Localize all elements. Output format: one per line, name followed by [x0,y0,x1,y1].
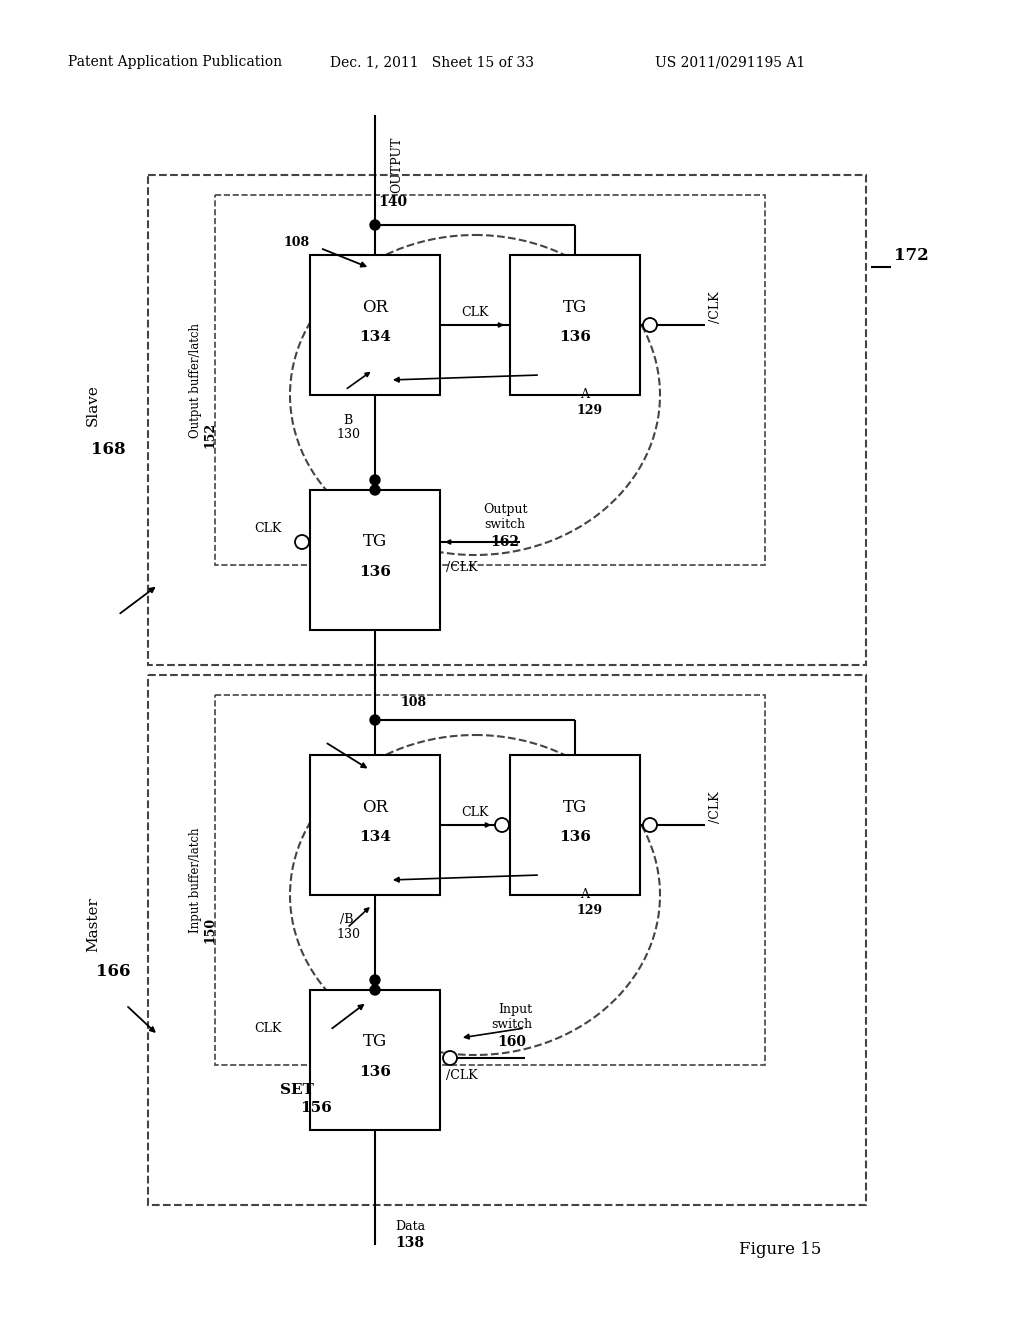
Text: A: A [581,388,590,401]
Bar [148,675,866,1205]
Text: 138: 138 [395,1236,424,1250]
Text: TG: TG [563,799,587,816]
Text: OUTPUT: OUTPUT [390,137,403,193]
Text: Patent Application Publication: Patent Application Publication [68,55,282,69]
Text: /CLK: /CLK [446,561,478,574]
Bar [310,255,440,395]
Text: 108: 108 [400,696,426,709]
Text: A: A [581,888,590,902]
Circle shape [370,220,380,230]
Text: 129: 129 [577,404,603,417]
Text: switch: switch [484,519,525,532]
Text: /CLK: /CLK [446,1068,478,1081]
Text: 134: 134 [359,330,391,345]
Bar [215,195,765,565]
Text: OR: OR [362,298,388,315]
Bar [215,696,765,1065]
Text: 160: 160 [498,1035,526,1049]
Text: /B: /B [340,913,353,927]
Text: 140: 140 [378,195,408,209]
Text: 172: 172 [894,247,929,264]
Bar [148,176,866,665]
Circle shape [370,985,380,995]
Circle shape [295,535,309,549]
Text: /CLK: /CLK [709,791,722,822]
Circle shape [370,715,380,725]
Bar [310,490,440,630]
Text: 136: 136 [559,830,591,843]
Text: Data: Data [395,1221,425,1233]
Text: TG: TG [362,533,387,550]
Text: OR: OR [362,799,388,816]
Text: Master: Master [86,898,100,953]
Text: SET: SET [280,1082,314,1097]
Text: 168: 168 [91,441,125,458]
Text: 162: 162 [490,535,519,549]
Circle shape [370,975,380,985]
Text: 134: 134 [359,830,391,843]
Text: 150: 150 [204,917,216,942]
Text: 129: 129 [577,903,603,916]
Bar [310,755,440,895]
Text: 130: 130 [336,429,360,441]
Text: Output buffer/latch: Output buffer/latch [188,322,202,437]
Circle shape [495,818,509,832]
Text: Figure 15: Figure 15 [738,1242,821,1258]
Text: 166: 166 [96,964,130,981]
Text: switch: switch [492,1019,532,1031]
Text: 136: 136 [359,565,391,579]
Text: Slave: Slave [86,384,100,426]
Circle shape [643,318,657,333]
Text: 108: 108 [284,235,310,248]
Circle shape [443,1051,457,1065]
Text: Input: Input [498,1003,532,1016]
Text: Input buffer/latch: Input buffer/latch [188,828,202,933]
Circle shape [370,475,380,484]
Text: 136: 136 [359,1065,391,1078]
Text: 136: 136 [559,330,591,345]
Bar [510,255,640,395]
Text: US 2011/0291195 A1: US 2011/0291195 A1 [655,55,805,69]
Circle shape [370,484,380,495]
Text: /CLK: /CLK [709,292,722,323]
Text: B: B [344,413,353,426]
Text: TG: TG [362,1034,387,1051]
Text: 152: 152 [204,422,216,447]
Circle shape [643,818,657,832]
Text: TG: TG [563,298,587,315]
Text: CLK: CLK [462,807,488,820]
Text: 156: 156 [300,1101,332,1115]
Bar [510,755,640,895]
Text: Output: Output [482,503,527,516]
Text: 130: 130 [336,928,360,941]
Bar [310,990,440,1130]
Text: CLK: CLK [254,521,282,535]
Text: CLK: CLK [462,306,488,319]
Text: Dec. 1, 2011   Sheet 15 of 33: Dec. 1, 2011 Sheet 15 of 33 [330,55,534,69]
Text: CLK: CLK [254,1022,282,1035]
